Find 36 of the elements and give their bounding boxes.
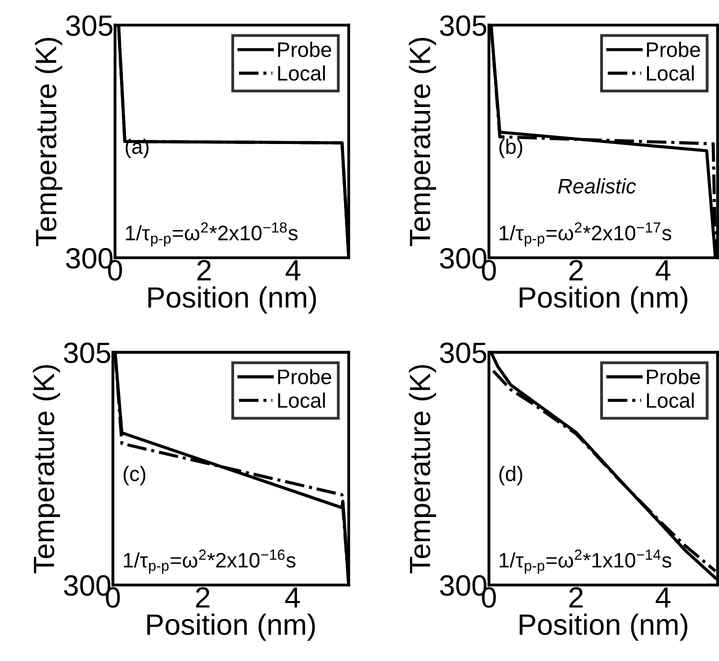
x-tick-label: 2 — [569, 587, 583, 608]
x-tick-label: 4 — [285, 587, 300, 608]
y-tick-label: 305 — [66, 15, 112, 36]
annotation: 1/τ$_{p-p}$=ω$^{2}$*2x10$^{−17}$s — [500, 222, 672, 247]
annotation: (b) — [499, 138, 522, 158]
x-axis-title: Position (nm) — [520, 614, 688, 641]
x-tick-label: 4 — [656, 260, 670, 280]
legend-label: Local — [278, 392, 325, 408]
y-tick-label: 305 — [440, 342, 486, 364]
x-tick-label: 4 — [656, 587, 670, 608]
legend-label: Probe — [647, 368, 700, 384]
y-tick-label: 305 — [440, 15, 486, 36]
annotation: (d) — [499, 466, 522, 486]
legend-label: Probe — [647, 42, 700, 58]
y-axis-title: Temperature (K) — [408, 38, 436, 246]
annotation: 1/τ$_{p-p}$=ω$^{2}$*1x10$^{−14}$s — [500, 550, 672, 574]
x-tick-label: 2 — [196, 587, 210, 608]
x-axis-title: Position (nm) — [148, 286, 316, 314]
x-axis-title: Position (nm) — [520, 286, 688, 314]
annotation: 1/τ$_{p-p}$=ω$^{2}$*2x10$^{−18}$s — [126, 222, 298, 247]
legend-label: Local — [647, 65, 694, 81]
annotation: (c) — [124, 466, 146, 486]
x-axis-title: Position (nm) — [147, 614, 315, 641]
y-axis-title: Temperature (K) — [408, 365, 436, 574]
legend-label: Probe — [278, 42, 332, 58]
x-tick-label: 2 — [569, 260, 583, 280]
x-tick-label: 2 — [197, 260, 211, 280]
annotation: Realistic — [558, 178, 636, 194]
y-tick-label: 305 — [64, 342, 110, 364]
x-tick-label: 4 — [286, 260, 300, 280]
y-axis-title: Temperature (K) — [32, 365, 60, 574]
annotation: 1/τ$_{p-p}$=ω$^{2}$*2x10$^{−16}$s — [124, 550, 296, 574]
legend-label: Local — [647, 392, 694, 408]
legend-label: Local — [278, 65, 325, 81]
legend-label: Probe — [278, 368, 332, 384]
y-axis-title: Temperature (K) — [35, 38, 62, 246]
